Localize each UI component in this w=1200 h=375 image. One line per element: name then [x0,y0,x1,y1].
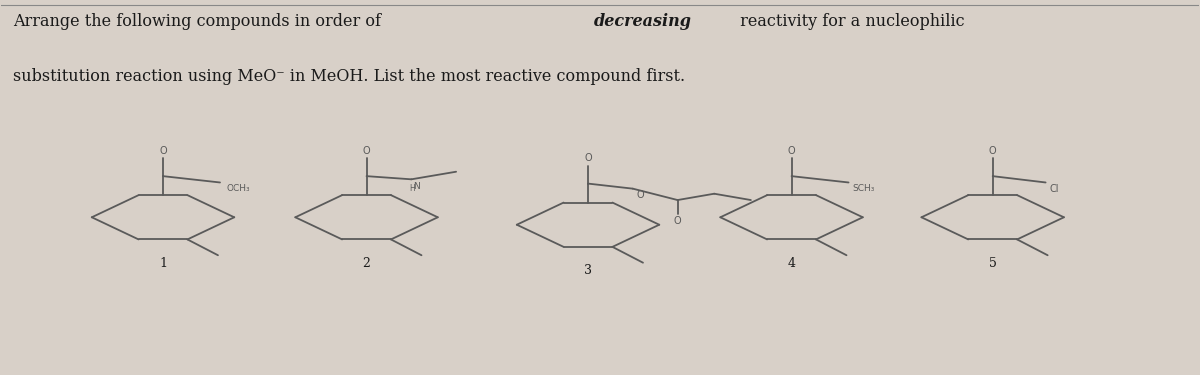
Text: O: O [787,146,796,156]
Text: Arrange the following compounds in order of: Arrange the following compounds in order… [13,12,386,30]
Text: SCH₃: SCH₃ [853,184,875,193]
Text: 5: 5 [989,256,997,270]
Text: 1: 1 [160,256,167,270]
Text: Cl: Cl [1050,184,1060,194]
Text: 2: 2 [362,256,371,270]
Text: O: O [673,216,682,226]
Text: H: H [409,184,415,194]
Text: decreasing: decreasing [594,12,692,30]
Text: O: O [362,146,371,156]
Text: substitution reaction using MeO⁻ in MeOH. List the most reactive compound first.: substitution reaction using MeO⁻ in MeOH… [13,68,685,86]
Text: reactivity for a nucleophilic: reactivity for a nucleophilic [736,12,965,30]
Text: OCH₃: OCH₃ [226,184,250,194]
Text: O: O [989,146,996,156]
Text: O: O [637,190,644,200]
Text: O: O [584,153,592,164]
Text: O: O [160,146,167,156]
Text: 4: 4 [787,256,796,270]
Text: 3: 3 [584,264,592,277]
Text: N: N [413,182,420,191]
